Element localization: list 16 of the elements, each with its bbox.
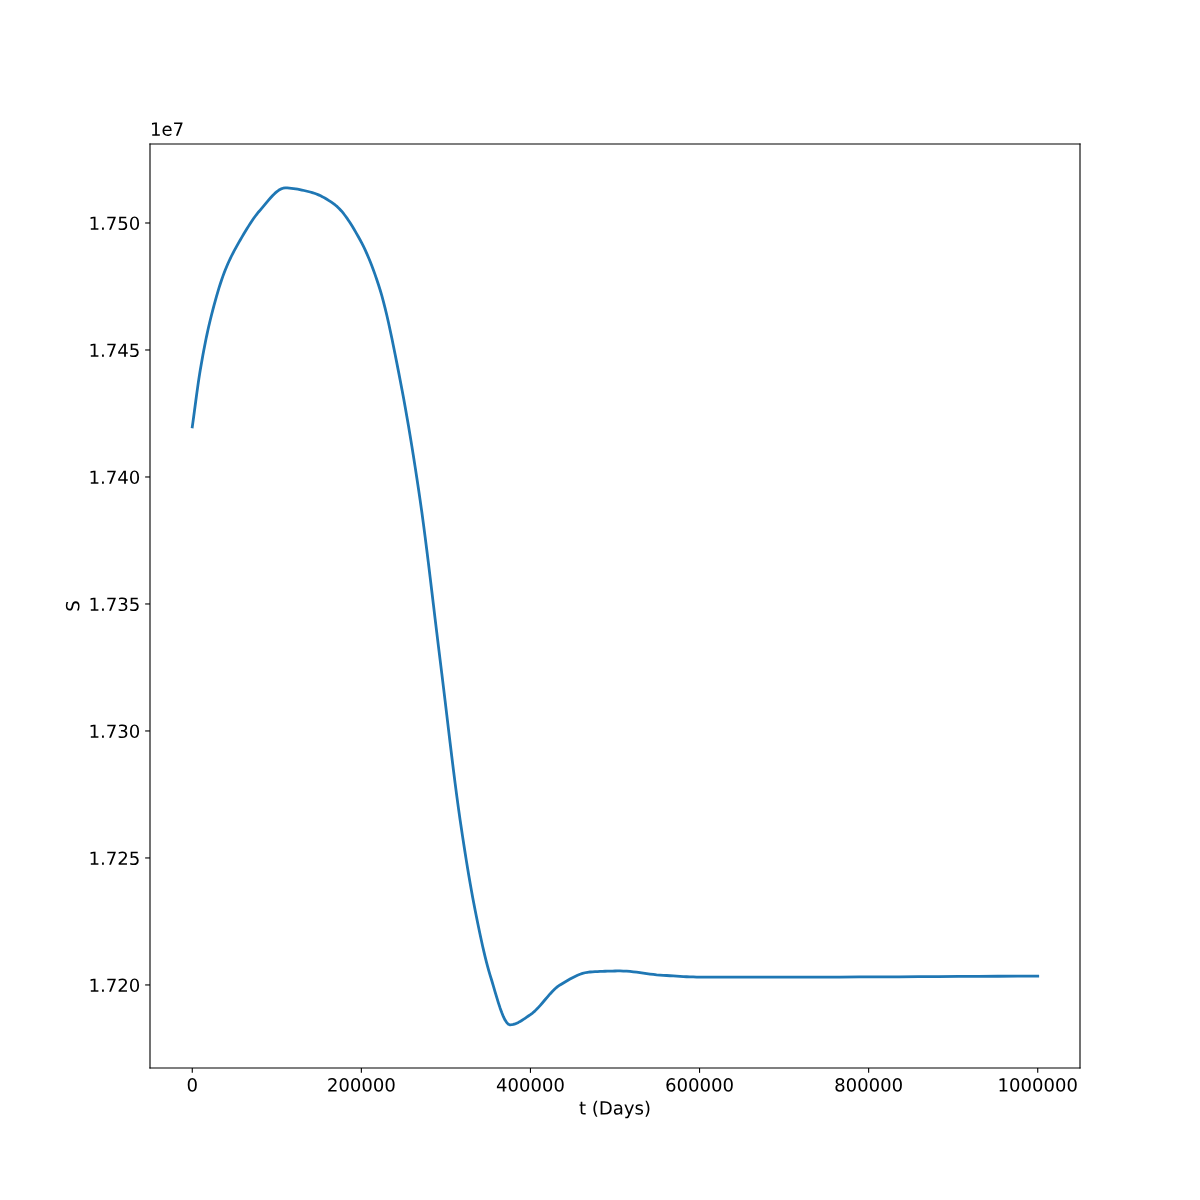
y-axis-title: S bbox=[65, 601, 80, 611]
y-tick-label: 1.720 bbox=[90, 978, 140, 993]
y-tick-label: 1.745 bbox=[90, 343, 139, 358]
y-tick-label: 1.730 bbox=[90, 724, 140, 739]
y-tick-label: 1.735 bbox=[90, 597, 139, 612]
y-tick-label: 1.725 bbox=[90, 851, 139, 866]
x-tick-label: 800000 bbox=[835, 1078, 902, 1092]
x-tick-label: 600000 bbox=[666, 1078, 733, 1092]
x-tick-label: 0 bbox=[187, 1078, 197, 1092]
x-tick-label: 200000 bbox=[328, 1078, 395, 1092]
x-tick-label: 1000000 bbox=[999, 1078, 1077, 1092]
y-tick-label: 1.750 bbox=[90, 216, 140, 231]
x-axis-title: t (Days) bbox=[579, 1100, 650, 1119]
y-tick-label: 1.740 bbox=[90, 470, 140, 485]
text: 1e7 bbox=[151, 122, 183, 136]
x-tick-label: 400000 bbox=[496, 1078, 564, 1092]
